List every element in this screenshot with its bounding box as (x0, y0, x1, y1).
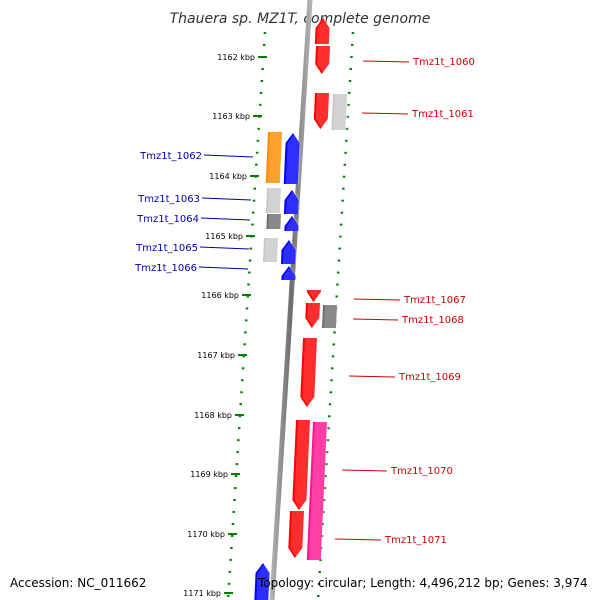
gene-arrow-shade (315, 93, 331, 129)
topology-text: Topology: circular; Length: 4,496,212 bp… (258, 576, 588, 590)
gene-label[interactable]: Tmz1t_1069 (398, 372, 461, 383)
gene-label[interactable]: Tmz1t_1067 (403, 295, 466, 306)
scale-label: 1170 kbp (187, 530, 225, 539)
leader-line (334, 538, 382, 541)
scale-label: 1168 kbp (194, 411, 232, 420)
gene-label[interactable]: Tmz1t_1070 (390, 466, 453, 477)
gene-arrow-shade (283, 266, 298, 280)
gene-labels: Tmz1t_1060 Tmz1t_1061 Tmz1t_1067 Tmz1t_1068… (134, 57, 475, 546)
leader-line (201, 197, 252, 201)
gene-arrow[interactable] (321, 305, 337, 328)
gene-arrow[interactable] (306, 422, 327, 560)
gene-arrow-shade (264, 238, 280, 262)
scale-label: 1162 kbp (217, 53, 255, 62)
leader-line (341, 469, 388, 472)
gene-label[interactable]: Tmz1t_1064 (136, 214, 199, 225)
gene-arrow[interactable] (314, 18, 330, 44)
genome-title: Thauera sp. MZ1T, complete genome (170, 11, 431, 27)
gene-arrow[interactable] (265, 188, 281, 213)
gene-arrow[interactable] (331, 94, 347, 130)
gene-arrow-shade (316, 18, 332, 44)
gene-arrow[interactable] (300, 338, 317, 407)
gene-arrow-shade (285, 190, 301, 214)
gene-track (254, 18, 349, 600)
leader-line (353, 298, 401, 301)
gene-arrow[interactable] (284, 216, 299, 231)
gene-arrow[interactable] (292, 420, 310, 510)
gene-arrow[interactable] (265, 132, 282, 183)
gene-label[interactable]: Tmz1t_1065 (135, 243, 198, 254)
gene-arrow[interactable] (280, 240, 296, 264)
gene-arrow-shade (285, 133, 302, 184)
leader-line (203, 154, 254, 158)
gene-label[interactable]: Tmz1t_1068 (401, 315, 464, 326)
scale-label: 1164 kbp (209, 172, 247, 181)
gene-arrow-shade (256, 563, 272, 600)
leader-line (352, 318, 399, 321)
gene-arrow-shade (308, 290, 323, 302)
gene-arrow-shade (307, 303, 322, 328)
gene-label[interactable]: Tmz1t_1071 (384, 535, 447, 546)
scale-label: 1166 kbp (201, 291, 239, 300)
gene-arrow-shade (308, 422, 329, 560)
gene-arrow-shade (267, 188, 283, 213)
gene-arrow[interactable] (281, 266, 296, 280)
gene-arrow[interactable] (283, 190, 299, 214)
gene-label[interactable]: Tmz1t_1060 (412, 57, 475, 68)
gene-arrow-shade (286, 216, 301, 231)
gene-arrow[interactable] (288, 511, 304, 558)
gene-arrow-shade (333, 94, 349, 130)
leader-line (361, 112, 409, 115)
scale-ticks: 1162 kbp 1163 kbp 1164 kbp 1165 kbp 1166 kbp… (183, 53, 267, 598)
scale-label: 1167 kbp (197, 351, 235, 360)
gene-arrow-shade (294, 420, 312, 510)
gene-arrow-shade (290, 511, 306, 558)
gene-arrow-shade (302, 338, 319, 407)
gene-arrow[interactable] (254, 563, 270, 600)
leader-line (200, 217, 251, 221)
gene-arrow[interactable] (315, 46, 330, 74)
gene-arrow[interactable] (266, 214, 281, 229)
leader-line (199, 246, 250, 250)
gene-label[interactable]: Tmz1t_1063 (137, 194, 200, 205)
gene-arrow[interactable] (313, 93, 329, 129)
leader-line (348, 375, 396, 378)
gene-arrow[interactable] (262, 238, 278, 262)
gene-arrow[interactable] (306, 290, 321, 302)
gene-label[interactable]: Tmz1t_1066 (134, 263, 197, 274)
scale-label: 1171 kbp (183, 589, 221, 598)
scale-label: 1169 kbp (190, 470, 228, 479)
gene-arrow-shade (268, 214, 283, 229)
scale-label: 1163 kbp (212, 112, 250, 121)
leader-line (362, 60, 410, 63)
scale-label: 1165 kbp (205, 232, 243, 241)
gene-arrow-shade (267, 132, 284, 183)
leader-line (198, 266, 249, 270)
accession-text: Accession: NC_011662 (10, 576, 147, 590)
gene-arrow[interactable] (305, 303, 320, 328)
gene-label[interactable]: Tmz1t_1061 (411, 109, 474, 120)
gene-arrow[interactable] (283, 133, 300, 184)
gene-label[interactable]: Tmz1t_1062 (139, 151, 202, 162)
gene-arrow-shade (317, 46, 332, 74)
gene-arrow-shade (323, 305, 339, 328)
gene-arrow-shade (282, 240, 298, 264)
genome-axis (269, 0, 313, 600)
